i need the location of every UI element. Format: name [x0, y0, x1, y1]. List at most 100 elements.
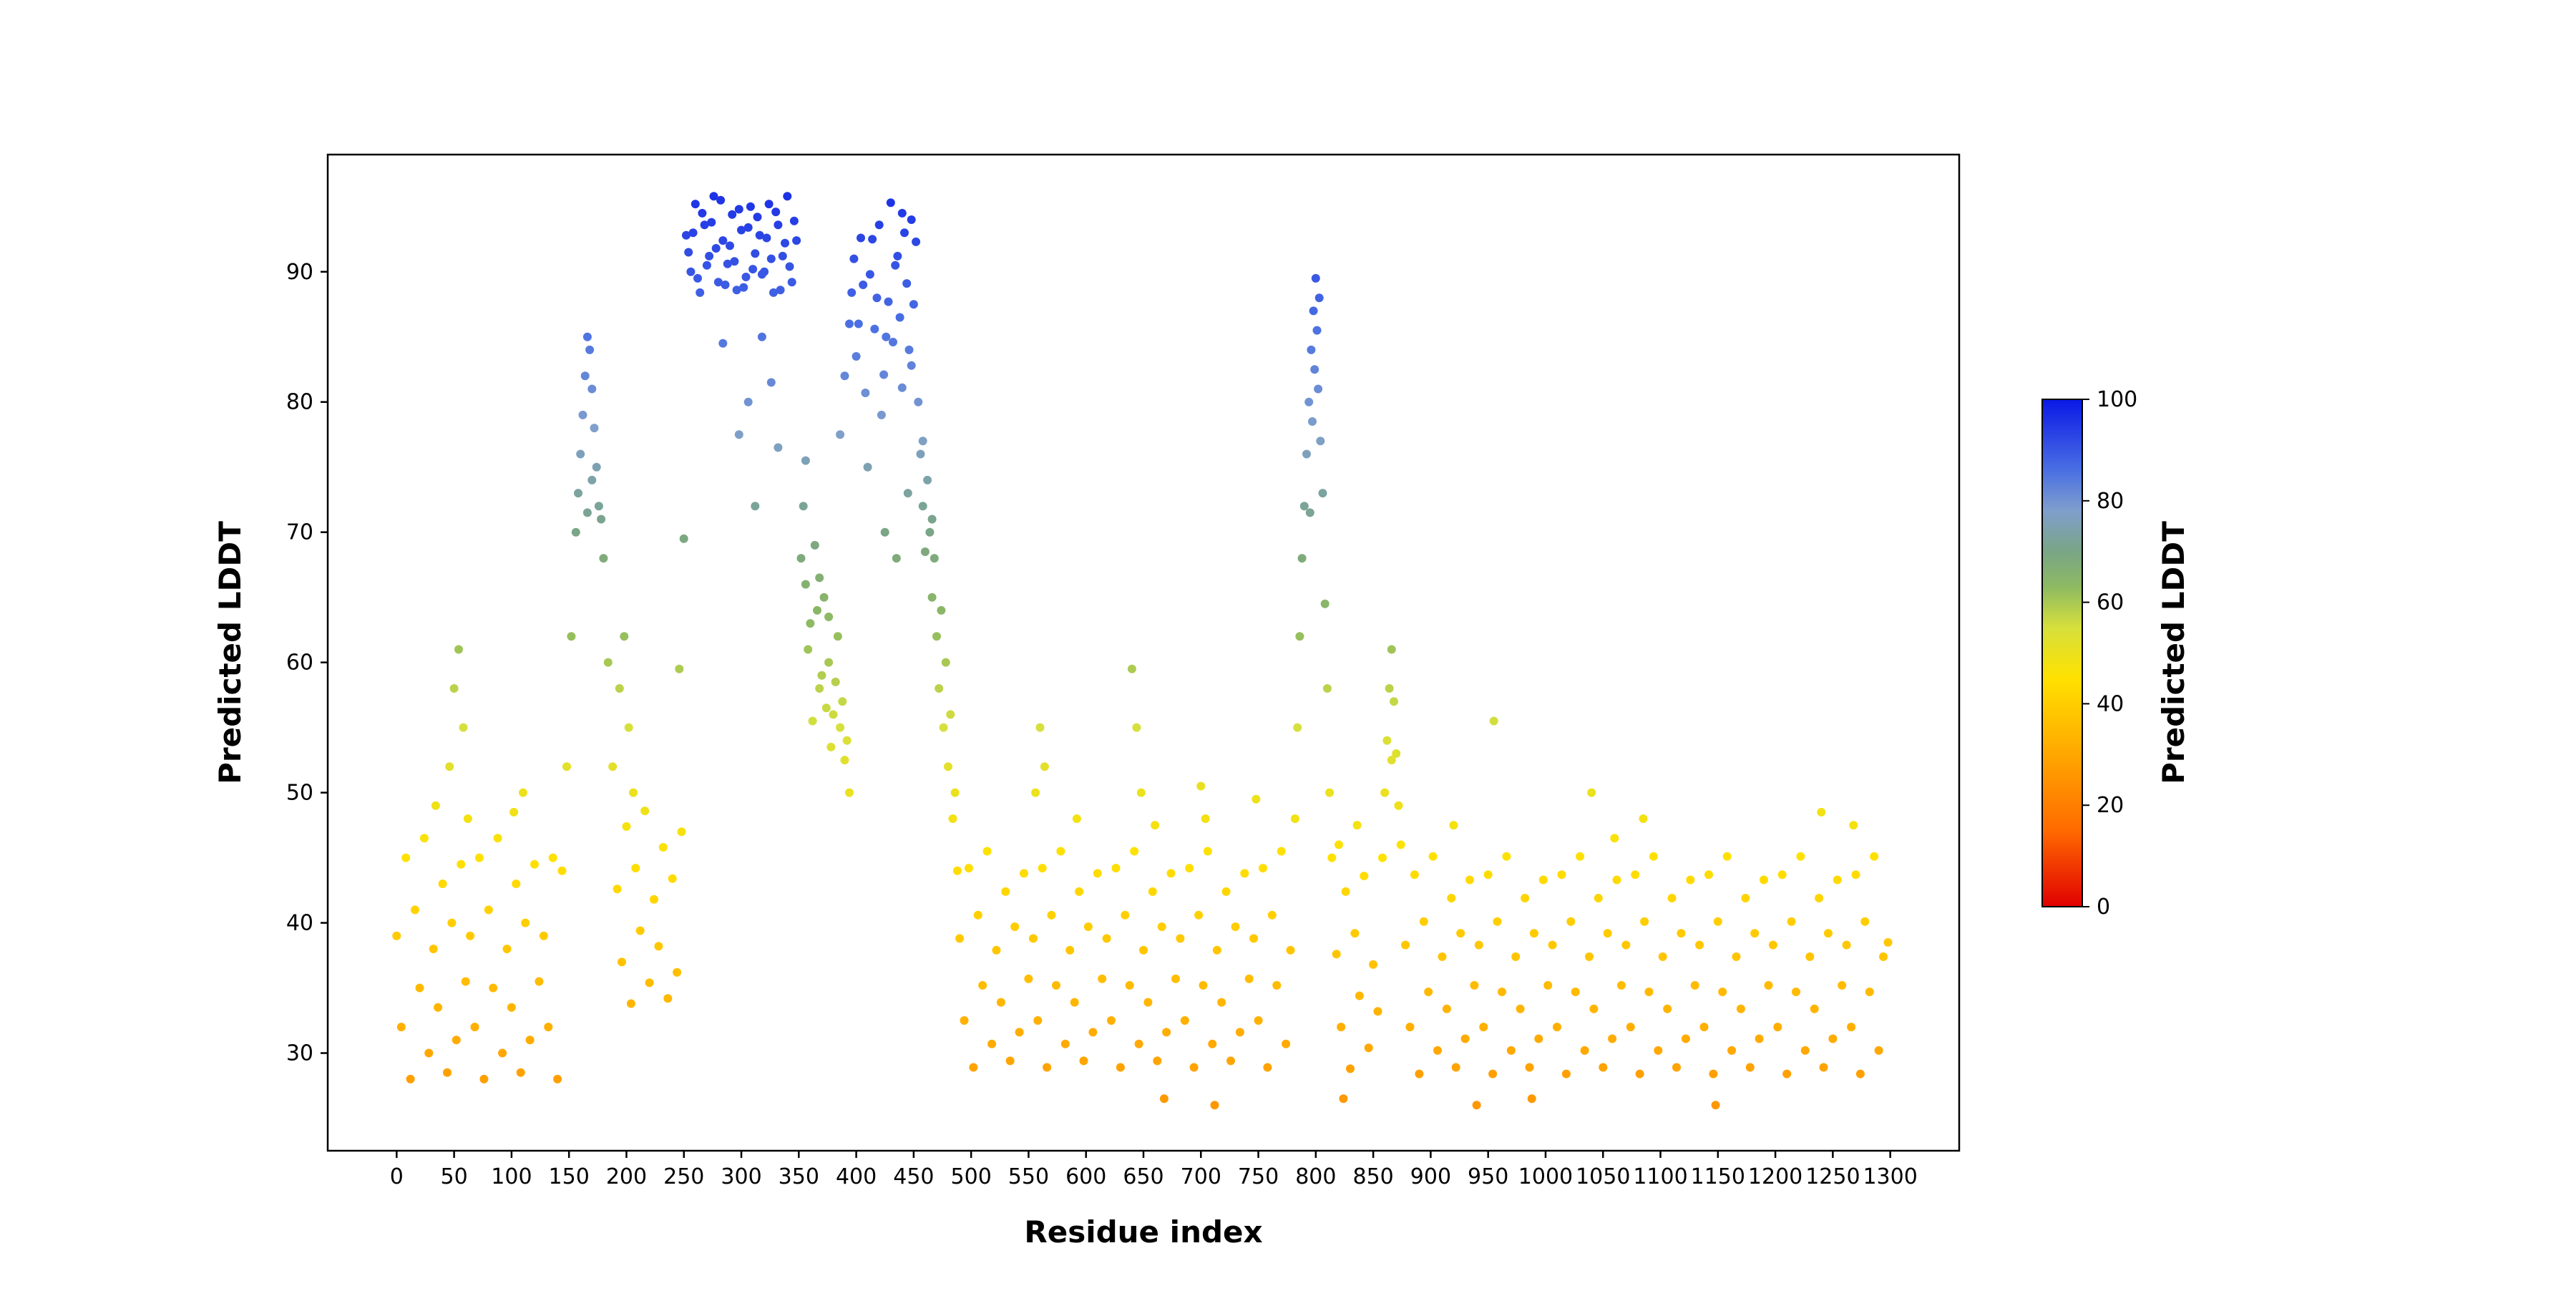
x-tick-label: 1050: [1576, 1164, 1630, 1189]
data-point: [1493, 917, 1502, 926]
data-point: [686, 267, 696, 276]
x-tick-label: 1300: [1863, 1164, 1917, 1189]
data-point: [1380, 788, 1390, 797]
data-point: [944, 762, 952, 771]
data-point: [838, 697, 847, 706]
data-point: [1024, 974, 1033, 983]
data-point: [900, 228, 909, 238]
data-point: [1231, 922, 1240, 931]
data-point: [419, 834, 429, 843]
data-point: [1028, 934, 1038, 943]
data-point: [1194, 910, 1204, 920]
data-point: [1396, 840, 1405, 849]
data-point: [857, 233, 865, 243]
data-point: [1760, 875, 1768, 885]
data-point: [479, 1074, 489, 1083]
data-point: [1401, 940, 1410, 950]
data-point: [757, 332, 766, 341]
data-point: [1093, 869, 1102, 878]
data-point: [1695, 940, 1704, 950]
data-point: [624, 723, 633, 732]
data-point: [1159, 1094, 1169, 1104]
data-point: [688, 228, 698, 238]
data-point: [645, 978, 654, 988]
data-point: [1107, 1016, 1116, 1025]
x-tick-label: 100: [491, 1164, 532, 1189]
data-point: [799, 502, 808, 511]
data-point: [801, 580, 810, 589]
data-point: [1310, 365, 1319, 374]
data-point: [907, 215, 916, 224]
data-point: [861, 389, 870, 397]
data-point: [932, 632, 941, 641]
colorbar-gradient: [2041, 399, 2083, 907]
data-point: [700, 220, 709, 230]
data-point: [1506, 1046, 1516, 1055]
data-point: [992, 945, 1001, 955]
data-point: [1883, 937, 1893, 947]
data-point: [726, 241, 734, 250]
data-point: [1589, 1004, 1599, 1013]
data-point: [1815, 894, 1824, 902]
data-point: [1304, 397, 1314, 406]
data-point: [815, 573, 824, 583]
data-point: [920, 547, 930, 556]
data-point: [1180, 1016, 1189, 1025]
data-point: [1658, 952, 1667, 961]
data-point: [852, 352, 861, 361]
data-point: [1874, 1046, 1883, 1055]
data-point: [836, 723, 845, 732]
data-point: [631, 864, 640, 873]
data-point: [1235, 1028, 1244, 1037]
data-point: [429, 945, 438, 953]
data-point: [1571, 988, 1580, 996]
data-point: [845, 319, 854, 328]
data-point: [1392, 749, 1401, 758]
data-point: [459, 723, 468, 732]
data-point: [1438, 952, 1447, 961]
data-point: [535, 977, 544, 986]
data-point: [1777, 870, 1787, 880]
x-tick-label: 650: [1123, 1164, 1163, 1189]
data-point: [771, 208, 781, 217]
data-point: [1713, 917, 1722, 926]
data-point: [654, 942, 663, 951]
data-point: [392, 931, 401, 940]
data-point: [1127, 664, 1136, 673]
data-point: [863, 462, 872, 472]
data-point: [757, 270, 766, 279]
data-point: [1681, 1034, 1690, 1043]
data-point: [847, 288, 857, 297]
data-point: [950, 788, 960, 797]
data-points: [392, 192, 1893, 1110]
data-point: [937, 605, 946, 615]
data-point: [882, 332, 891, 341]
data-point: [1465, 875, 1474, 885]
data-point: [824, 658, 834, 667]
data-point: [766, 378, 776, 387]
data-point: [918, 502, 927, 511]
data-point: [1755, 1034, 1764, 1043]
data-point: [1111, 864, 1121, 873]
data-point: [960, 1016, 969, 1025]
x-tick-label: 1200: [1748, 1164, 1802, 1189]
plot-frame: [326, 153, 1961, 1152]
data-point: [1616, 980, 1626, 990]
data-point: [498, 1048, 507, 1058]
data-point: [1663, 1004, 1672, 1013]
data-point: [629, 788, 638, 797]
data-point: [1387, 645, 1396, 654]
data-point: [411, 905, 419, 915]
data-point: [895, 313, 904, 322]
data-point: [1060, 1039, 1070, 1048]
data-point: [597, 515, 606, 524]
data-point: [836, 430, 845, 439]
data-point: [1341, 887, 1350, 896]
data-point: [1479, 1023, 1488, 1032]
data-point: [1819, 1063, 1828, 1072]
data-point: [1309, 306, 1318, 316]
data-point: [1690, 980, 1699, 990]
data-point: [718, 236, 728, 245]
data-point: [1810, 1004, 1819, 1013]
data-point: [1410, 870, 1419, 880]
